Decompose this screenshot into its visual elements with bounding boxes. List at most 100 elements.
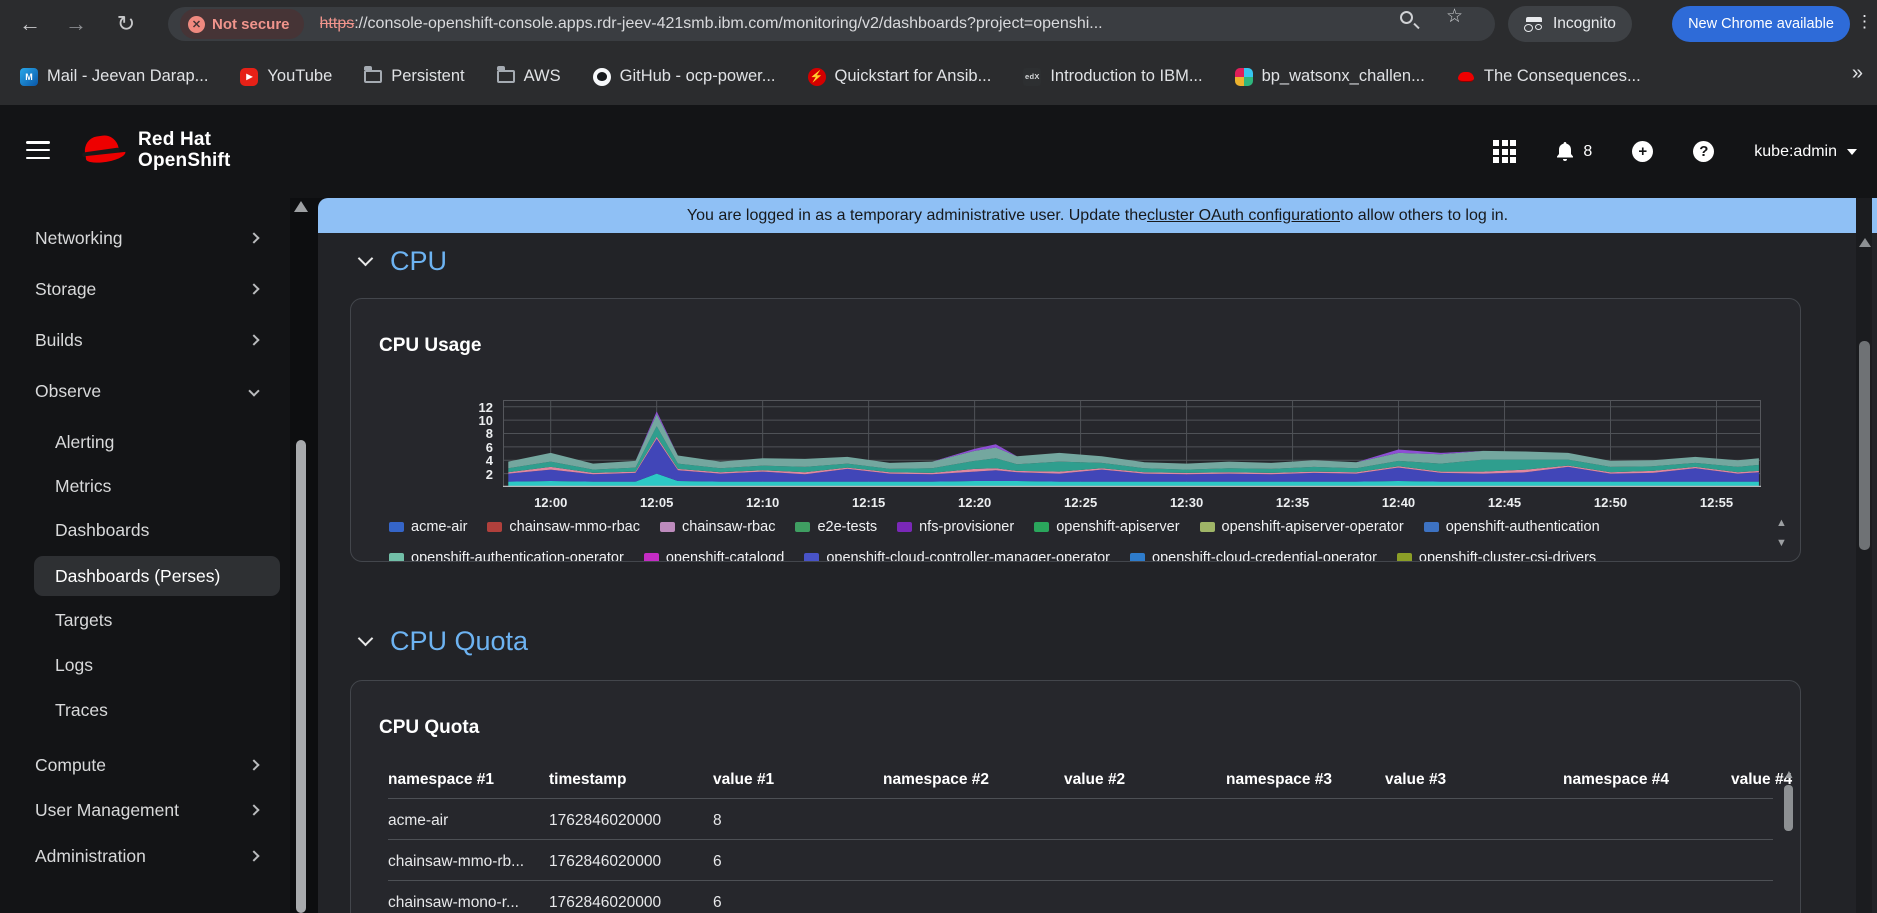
bookmark-item[interactable]: ▶ YouTube (240, 67, 332, 86)
sidebar-item-user-management[interactable]: User Management (0, 790, 290, 830)
nav-toggle-icon[interactable] (26, 141, 50, 160)
folder-icon (364, 66, 383, 83)
bookmark-label: YouTube (267, 67, 333, 85)
chevron-right-icon (248, 804, 260, 816)
legend-item[interactable]: openshift-authentication (1423, 519, 1600, 535)
legend-item[interactable]: chainsaw-mmo-rbac (487, 519, 640, 535)
column-header[interactable]: value #3 (1385, 771, 1447, 788)
bookmark-label: Quickstart for Ansib... (834, 67, 992, 85)
cpu-quota-title: CPU Quota (379, 717, 480, 738)
bookmark-item[interactable]: GitHub - ocp-power... (592, 67, 776, 86)
legend-swatch-icon (389, 553, 404, 561)
banner-text: You are logged in as a temporary adminis… (686, 206, 1148, 224)
bookmark-item[interactable]: The Consequences... (1457, 67, 1641, 86)
y-axis-tick: 8 (485, 426, 493, 442)
section-collapse-icon[interactable] (357, 250, 374, 267)
legend-scroll-up-icon[interactable]: ▲ (1776, 517, 1787, 529)
page-scrollbar-thumb[interactable] (1859, 341, 1870, 550)
cpu-usage-chart[interactable] (503, 400, 1761, 487)
section-cpu-header[interactable]: CPU (357, 246, 447, 277)
column-header[interactable]: timestamp (549, 771, 627, 788)
bookmark-star-icon[interactable]: ☆ (1446, 6, 1464, 27)
sidebar-item-dashboards[interactable]: Dashboards (0, 510, 290, 550)
notifications-button[interactable]: 8 (1556, 141, 1592, 162)
legend-item[interactable]: openshift-apiserver-operator (1199, 519, 1404, 535)
bookmark-item[interactable]: edX Introduction to IBM... (1023, 67, 1203, 86)
oauth-config-link[interactable]: cluster OAuth configuration (1147, 206, 1341, 224)
sidebar-item-label: Networking (35, 227, 123, 248)
chrome-update-button[interactable]: New Chrome available (1672, 6, 1850, 42)
column-header[interactable]: namespace #2 (883, 771, 989, 788)
sidebar-scroll-up-icon[interactable] (294, 201, 308, 212)
sidebar-item-administration[interactable]: Administration (0, 836, 290, 876)
browser-menu-icon[interactable]: ⋮ (1856, 12, 1873, 31)
legend-item[interactable]: openshift-cluster-csi-drivers (1396, 550, 1596, 561)
sidebar-item-targets[interactable]: Targets (0, 600, 290, 640)
not-secure-chip[interactable]: ✕ Not secure (180, 9, 304, 39)
page-scrollbar-track[interactable] (1856, 198, 1872, 913)
column-header[interactable]: value #2 (1064, 771, 1126, 788)
bookmark-item[interactable]: M Mail - Jeevan Darap... (20, 67, 208, 86)
sidebar-item-networking[interactable]: Networking (0, 218, 290, 258)
legend-item[interactable]: openshift-cloud-controller-manager-opera… (804, 550, 1110, 561)
table-scrollbar-thumb[interactable] (1784, 785, 1793, 831)
section-collapse-icon[interactable] (357, 630, 374, 647)
legend-swatch-icon (897, 522, 913, 532)
legend-item[interactable]: nfs-provisioner (897, 519, 1014, 535)
sidebar-item-traces[interactable]: Traces (0, 690, 290, 730)
legend-item[interactable]: openshift-apiserver (1034, 519, 1180, 535)
bookmarks-overflow-icon[interactable]: » (1851, 62, 1863, 84)
sidebar-item-alerting[interactable]: Alerting (0, 422, 290, 462)
sidebar-item-label: Dashboards (55, 519, 150, 540)
bookmark-item[interactable]: bp_watsonx_challen... (1234, 67, 1425, 86)
sidebar-nav: Networking Storage Builds Observe Alerting Me… (0, 198, 290, 913)
bookmark-label: AWS (523, 67, 561, 85)
back-icon[interactable]: ← (19, 11, 41, 36)
column-header[interactable]: namespace #4 (1563, 771, 1669, 788)
bookmark-item[interactable]: ⚡ Quickstart for Ansib... (807, 67, 992, 86)
x-axis-tick: 12:55 (1699, 495, 1734, 510)
add-icon[interactable]: + (1632, 141, 1654, 162)
sidebar-item-dashboards-perses-[interactable]: Dashboards (Perses) (34, 556, 280, 596)
legend-item[interactable]: openshift-catalogd (643, 550, 784, 561)
legend-item[interactable]: acme-air (389, 519, 467, 535)
reload-icon[interactable]: ↻ (116, 11, 136, 36)
app-launcher-icon[interactable] (1493, 140, 1517, 163)
sidebar-item-logs[interactable]: Logs (0, 645, 290, 685)
legend-scroll-down-icon[interactable]: ▼ (1776, 537, 1787, 549)
table-scroll-up-icon[interactable]: ▲ (1783, 767, 1795, 781)
x-axis-tick: 12:10 (746, 495, 780, 510)
address-bar[interactable]: ✕ Not secure https://console-openshift-c… (168, 7, 1495, 41)
sidebar-item-observe[interactable]: Observe (0, 371, 290, 411)
sidebar-item-storage[interactable]: Storage (0, 269, 290, 309)
page-scroll-up-icon[interactable] (1859, 238, 1871, 247)
legend-item[interactable]: openshift-cloud-credential-operator (1130, 550, 1377, 561)
sidebar-scrollbar-thumb[interactable] (296, 440, 306, 913)
legend-item[interactable]: chainsaw-rbac (659, 519, 775, 535)
zoom-icon[interactable] (1400, 11, 1413, 24)
sidebar-item-metrics[interactable]: Metrics (0, 466, 290, 506)
user-menu[interactable]: kube:admin (1754, 143, 1857, 161)
column-header[interactable]: namespace #1 (388, 771, 494, 788)
legend-item[interactable]: e2e-tests (795, 519, 877, 535)
bookmark-item[interactable]: Persistent (364, 66, 465, 86)
legend-item[interactable]: openshift-authentication-operator (389, 550, 624, 561)
forward-icon[interactable]: → (65, 11, 87, 36)
url-text[interactable]: https://console-openshift-console.apps.r… (320, 15, 1103, 33)
cpu-quota-panel: CPU Quota namespace #1 timestamp value #1 n… (350, 680, 1801, 913)
legend-label: openshift-authentication (1445, 519, 1600, 535)
edx-icon: edX (1023, 67, 1042, 86)
brand[interactable]: Red Hat OpenShift (80, 129, 231, 171)
column-header[interactable]: value #1 (713, 771, 775, 788)
section-cpu-quota-header[interactable]: CPU Quota (357, 626, 528, 657)
help-icon[interactable]: ? (1693, 141, 1715, 162)
youtube-icon: ▶ (240, 67, 259, 86)
legend-swatch-icon (1423, 522, 1439, 532)
sidebar-item-builds[interactable]: Builds (0, 320, 290, 360)
sidebar-item-compute[interactable]: Compute (0, 745, 290, 785)
column-header[interactable]: namespace #3 (1226, 771, 1332, 788)
bookmark-item[interactable]: AWS (496, 66, 561, 86)
column-header[interactable]: value #4 (1731, 771, 1793, 788)
cpu-usage-title: CPU Usage (379, 335, 482, 356)
